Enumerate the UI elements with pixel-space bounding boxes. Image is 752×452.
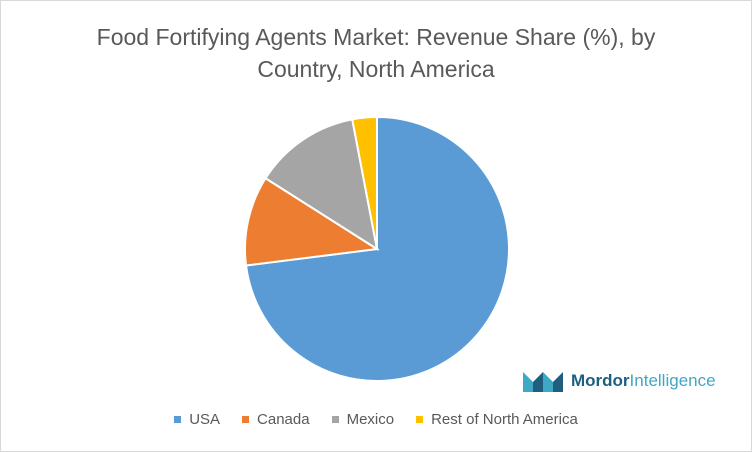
pie-slice [351, 115, 378, 250]
legend-swatch [174, 416, 182, 423]
legend-label: Mexico [346, 411, 395, 428]
pie-slice [264, 118, 379, 252]
chart-title: Food Fortifying Agents Market: Revenue S… [96, 24, 656, 82]
legend-label: USA [189, 411, 221, 428]
logo-brand: Mordor [571, 371, 630, 390]
logo-suffix: Intelligence [629, 371, 716, 390]
legend-swatch [331, 416, 339, 423]
legend: USA Canada Mexico Rest of North America [1, 411, 751, 428]
legend-label: Canada [257, 411, 310, 428]
legend-label: Rest of North America [431, 411, 578, 428]
legend-swatch [242, 416, 250, 423]
legend-item: Mexico [331, 411, 395, 428]
watermark: MordorIntelligence [521, 368, 716, 394]
legend-item: Canada [242, 411, 310, 428]
pie-slice [244, 176, 380, 267]
legend-swatch [416, 416, 424, 423]
legend-item: USA [174, 411, 220, 428]
logo-icon [523, 372, 563, 392]
pie-area [244, 115, 510, 382]
legend-item: Rest of North America [416, 411, 578, 428]
